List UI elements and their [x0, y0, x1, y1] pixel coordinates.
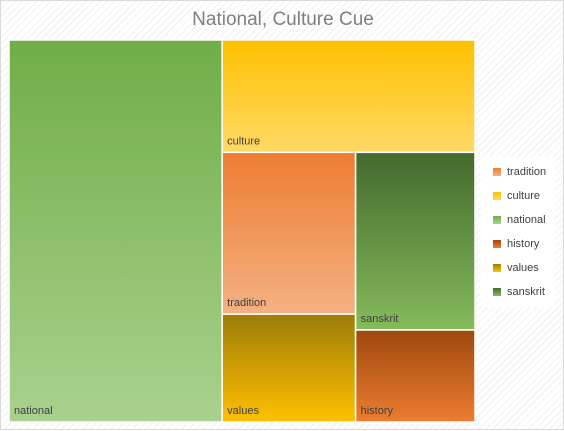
legend-label-national: national	[507, 214, 546, 226]
chart-title: National, Culture Cue	[192, 9, 374, 30]
tile-history	[354, 329, 476, 423]
legend-item-values: values	[493, 261, 539, 275]
tile-label-history: history	[361, 405, 394, 417]
tile-culture	[221, 39, 476, 154]
legend-swatch-sanskrit	[493, 288, 501, 296]
legend-swatch-values	[493, 264, 501, 272]
legend-swatch-history	[493, 240, 501, 248]
legend-label-sanskrit: sanskrit	[507, 286, 545, 298]
legend: tradition culture national history values san…	[481, 157, 555, 307]
legend-label-history: history	[507, 238, 540, 250]
legend-item-culture: culture	[493, 189, 540, 203]
legend-item-national: national	[493, 213, 546, 227]
legend-label-values: values	[507, 262, 539, 274]
tile-sanskrit	[354, 151, 476, 331]
tile-national	[8, 39, 223, 423]
legend-swatch-tradition	[493, 168, 501, 176]
legend-label-culture: culture	[507, 190, 541, 202]
tile-label-tradition: tradition	[227, 297, 266, 309]
tile-label-sanskrit: sanskrit	[361, 313, 399, 325]
tile-label-culture: culture	[227, 135, 260, 147]
tile-label-values: values	[227, 405, 259, 417]
legend-item-sanskrit: sanskrit	[493, 285, 545, 299]
tile-values	[221, 313, 357, 423]
legend-swatch-national	[493, 216, 501, 224]
tile-tradition	[221, 151, 357, 315]
legend-swatch-culture	[493, 192, 501, 200]
legend-label-tradition: tradition	[507, 166, 547, 178]
legend-item-history: history	[493, 237, 539, 251]
legend-item-tradition: tradition	[493, 165, 546, 179]
tile-label-national: national	[14, 405, 53, 417]
